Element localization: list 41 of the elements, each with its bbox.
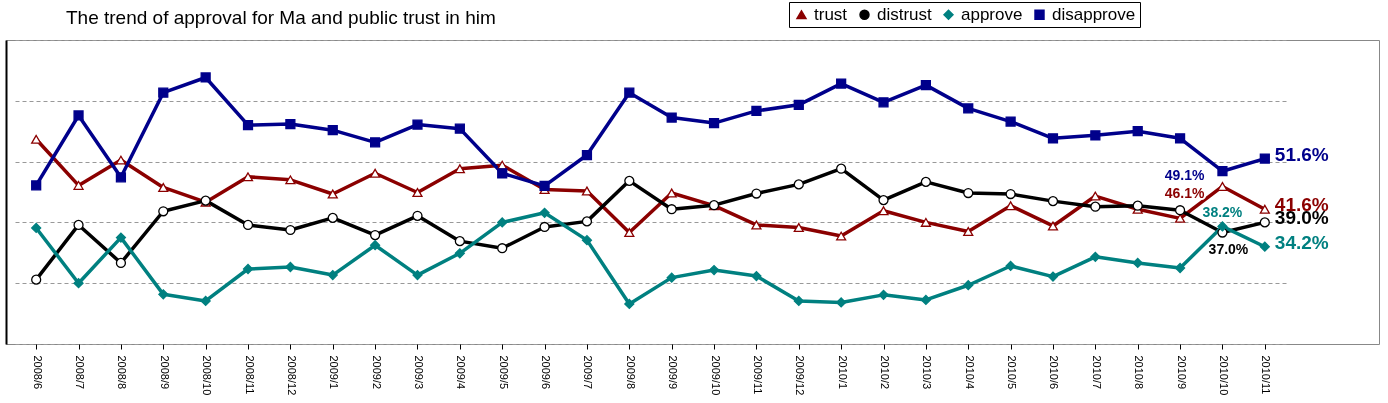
legend-label: distrust: [877, 4, 933, 24]
data-label: 46.1%: [1164, 185, 1205, 202]
data-label: 51.6%: [1274, 143, 1329, 165]
x-tick-label: 2010/5: [1006, 355, 1019, 390]
x-tick-label: 2009/11: [751, 355, 764, 395]
chart-title: The trend of approval for Ma and public trust in him: [66, 6, 496, 28]
x-tick-label: 2010/11: [1260, 355, 1273, 395]
x-tick-label: 2010/2: [879, 355, 892, 390]
x-tick-label: 2009/9: [667, 355, 680, 390]
x-tick-label: 2010/3: [921, 355, 934, 390]
x-tick-label: 2010/1: [836, 355, 849, 390]
x-tick-label: 2009/3: [412, 355, 425, 390]
data-label: 49.1%: [1164, 167, 1205, 184]
x-tick-label: 2008/7: [74, 355, 87, 390]
x-tick-label: 2009/10: [709, 355, 722, 396]
x-tick-label: 2010/10: [1217, 355, 1230, 396]
x-tick-label: 2009/8: [624, 355, 637, 390]
x-tick-label: 2010/7: [1090, 355, 1103, 390]
x-tick-label: 2009/2: [370, 355, 383, 390]
x-tick-label: 2010/8: [1133, 355, 1146, 390]
legend-label: disapprove: [1052, 4, 1136, 24]
x-tick-label: 2008/9: [158, 355, 171, 390]
legend-label: approve: [961, 4, 1023, 24]
legend-label: trust: [814, 4, 848, 24]
x-tick-label: 2009/5: [497, 355, 510, 390]
data-label: 38.2%: [1202, 204, 1243, 221]
data-label: 37.0%: [1208, 240, 1249, 257]
x-tick-label: 2009/12: [794, 355, 807, 396]
x-tick-label: 2009/1: [328, 355, 341, 390]
x-tick-label: 2008/12: [285, 355, 298, 396]
x-tick-label: 2009/4: [455, 355, 468, 390]
x-tick-label: 2010/6: [1048, 355, 1061, 390]
x-tick-label: 2008/10: [201, 355, 214, 396]
x-tick-label: 2008/11: [243, 355, 256, 395]
data-label: 34.2%: [1274, 231, 1329, 253]
x-tick-label: 2010/4: [963, 355, 976, 390]
x-tick-label: 2009/6: [540, 355, 553, 390]
x-tick-label: 2009/7: [582, 355, 595, 390]
x-tick-label: 2008/6: [31, 355, 44, 390]
x-tick-label: 2008/8: [116, 355, 129, 390]
x-tick-label: 2010/9: [1175, 355, 1188, 390]
